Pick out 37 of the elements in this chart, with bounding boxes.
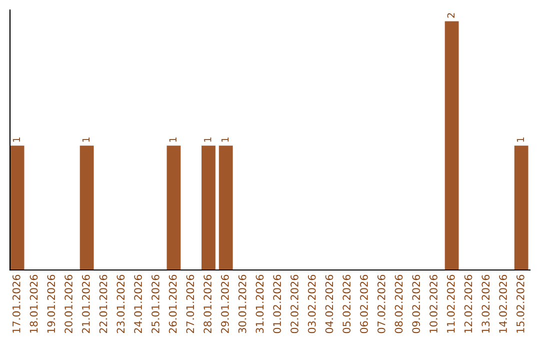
x-tick-label: 30.01.2026 [238,274,246,334]
x-tick-label: 19.01.2026 [47,274,56,333]
x-tick-label: 01.02.2026 [273,274,282,334]
x-tick-label: 28.01.2026 [204,274,212,334]
x-tick-label: 31.01.2026 [256,274,264,334]
x-tick-label: 22.01.2026 [99,274,108,334]
x-tick-label: 11.02.2026 [446,274,455,333]
x-tick-label: 21.01.2026 [82,274,90,334]
x-tick-label: 07.02.2026 [377,274,386,334]
data-label: 1 [204,138,212,142]
data-label: 2 [447,13,454,18]
x-tick-label: 13.02.2026 [482,274,490,333]
x-tick-label: 03.02.2026 [308,274,316,334]
x-tick-label: 24.01.2026 [134,274,142,334]
data-label: 1 [221,138,229,142]
x-tick-label: 27.01.2026 [186,274,194,334]
x-tick-label: 02.02.2026 [290,274,298,334]
x-tick-label: 14.02.2026 [499,274,507,333]
data-label: 1 [516,138,524,142]
x-tick-label: 26.01.2026 [168,274,177,334]
x-tick-label: 20.01.2026 [64,274,72,334]
x-tick-label: 12.02.2026 [464,274,472,333]
x-tick-label: 29.01.2026 [221,274,229,334]
x-tick-label: 15.02.2026 [516,274,524,333]
x-tick-label: 04.02.2026 [325,274,334,334]
x-tick-label: 17.01.2026 [12,274,20,333]
x-tick-label: 08.02.2026 [394,274,403,334]
data-label: 1 [82,138,90,142]
x-tick-label: 09.02.2026 [412,274,420,334]
x-tick-label: 23.01.2026 [116,274,125,334]
x-tick-label: 25.01.2026 [151,274,160,334]
x-tick-label: 10.02.2026 [430,274,438,333]
data-label: 1 [12,138,20,142]
data-label: 1 [169,138,176,142]
x-tick-label: 05.02.2026 [342,274,351,334]
x-tick-label: 18.01.2026 [30,274,38,333]
x-tick-label: 06.02.2026 [360,274,368,334]
